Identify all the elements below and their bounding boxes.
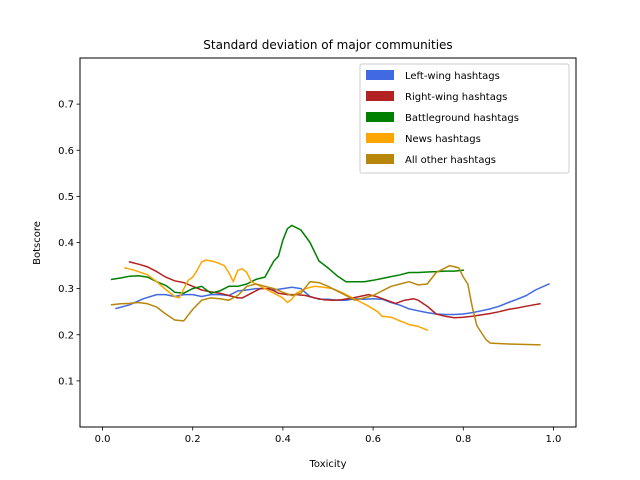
y-tick-label: 0.3 <box>58 284 74 295</box>
x-axis-ticks: 0.0 0.2 0.4 0.6 0.8 1.0 <box>95 427 562 445</box>
y-tick-label: 0.5 <box>58 192 74 203</box>
legend-label: Left-wing hashtags <box>405 71 500 82</box>
legend-swatch <box>366 154 394 164</box>
legend-label: Right-wing hashtags <box>405 92 507 103</box>
legend-label: News hashtags <box>405 134 481 145</box>
legend-entries: Left-wing hashtags Right-wing hashtags Bat… <box>366 70 519 166</box>
legend: Left-wing hashtags Right-wing hashtags Bat… <box>359 63 570 174</box>
y-tick-label: 0.4 <box>58 238 74 249</box>
x-tick-label: 0.2 <box>185 434 201 445</box>
series-line-5 <box>110 264 541 346</box>
legend-swatch <box>366 70 394 80</box>
legend-swatch <box>366 91 394 101</box>
y-tick-label: 0.2 <box>58 330 74 341</box>
x-tick-label: 1.0 <box>546 434 562 445</box>
x-tick-label: 0.0 <box>95 434 111 445</box>
x-tick-label: 0.6 <box>365 434 381 445</box>
y-axis-ticks: 0.1 0.2 0.3 0.4 0.5 0.6 0.7 <box>58 100 80 387</box>
x-tick-label: 0.4 <box>275 434 291 445</box>
legend-label: Battleground hashtags <box>405 113 519 124</box>
series-line-2 <box>128 260 541 319</box>
x-axis-label: Toxicity <box>308 459 346 470</box>
plot-lines <box>110 224 550 346</box>
x-tick-label: 0.8 <box>455 434 471 445</box>
series-line-4 <box>124 259 429 332</box>
legend-swatch <box>366 133 394 143</box>
y-axis-label: Botscore <box>32 221 43 265</box>
y-tick-label: 0.1 <box>58 376 74 387</box>
legend-swatch <box>366 112 394 122</box>
chart-title: Standard deviation of major communities <box>203 38 452 52</box>
legend-box <box>359 63 570 174</box>
legend-label: All other hashtags <box>405 155 496 166</box>
y-tick-label: 0.6 <box>58 146 74 157</box>
y-tick-label: 0.7 <box>58 100 74 111</box>
series-line-3 <box>110 224 465 294</box>
